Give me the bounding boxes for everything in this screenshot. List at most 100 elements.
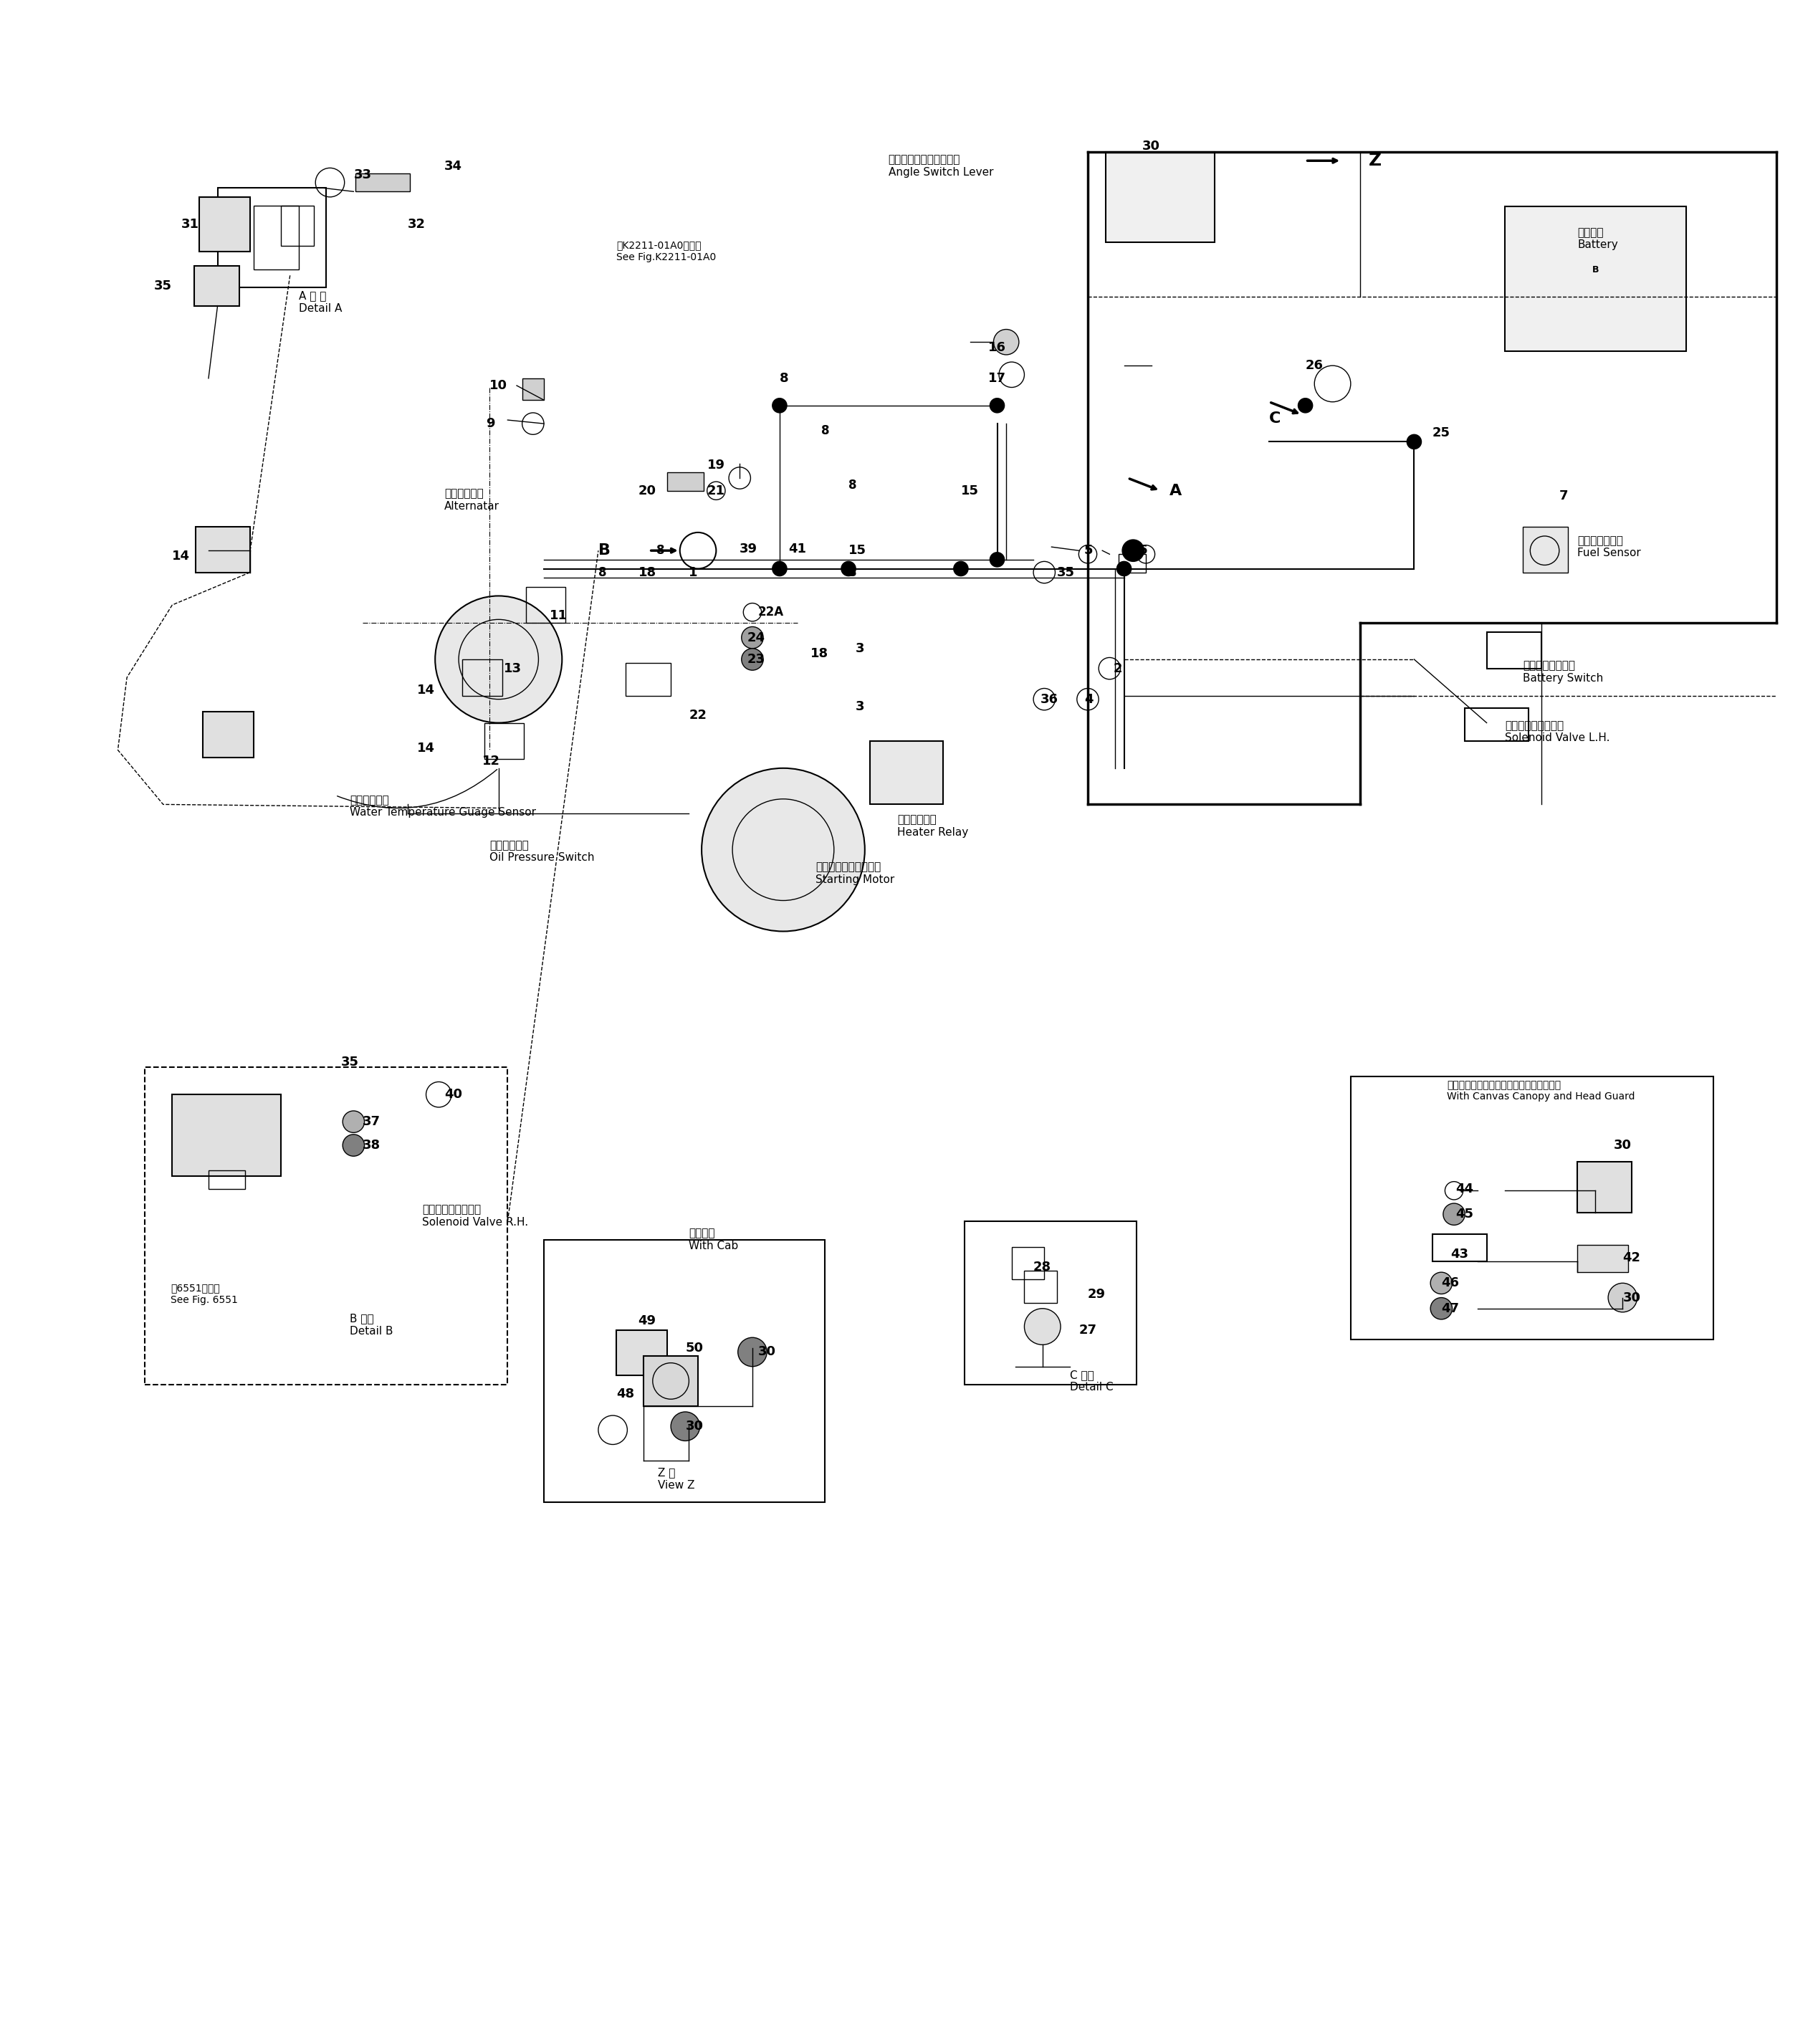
Text: 13: 13 xyxy=(504,662,522,675)
Text: 11: 11 xyxy=(549,609,567,621)
Bar xyxy=(625,662,671,695)
Text: 41: 41 xyxy=(789,542,807,556)
Bar xyxy=(522,378,544,401)
Text: キャンバスキャノビおよびヘッドガード付
With Canvas Canopy and Head Guard: キャンバスキャノビおよびヘッドガード付 With Canvas Canopy a… xyxy=(1447,1079,1635,1102)
Text: 31: 31 xyxy=(181,219,199,231)
Text: 43: 43 xyxy=(1450,1247,1469,1261)
Bar xyxy=(526,587,566,623)
Circle shape xyxy=(1430,1271,1452,1294)
Text: 35: 35 xyxy=(1057,566,1075,578)
Text: 36: 36 xyxy=(1041,693,1059,705)
Text: 4: 4 xyxy=(1084,693,1093,705)
Text: A 詳 細
Detail A: A 詳 細 Detail A xyxy=(299,290,343,315)
Bar xyxy=(1119,554,1146,572)
Bar xyxy=(172,1094,281,1175)
Bar xyxy=(1505,206,1686,352)
Text: 8: 8 xyxy=(780,372,789,384)
Text: バッテリ
Battery: バッテリ Battery xyxy=(1577,227,1617,249)
Bar xyxy=(1432,1235,1487,1261)
Bar xyxy=(145,1067,508,1384)
Text: 第K2211-01A0図参照
See Fig.K2211-01A0: 第K2211-01A0図参照 See Fig.K2211-01A0 xyxy=(616,241,716,262)
Bar xyxy=(1577,1245,1628,1271)
Text: 30: 30 xyxy=(1614,1139,1632,1151)
Text: 19: 19 xyxy=(707,460,725,472)
Text: C 詳細
Detail C: C 詳細 Detail C xyxy=(1070,1369,1113,1392)
Text: 12: 12 xyxy=(482,754,500,766)
Text: 33: 33 xyxy=(354,170,372,182)
Bar xyxy=(1351,1077,1713,1339)
Bar xyxy=(194,266,239,307)
Circle shape xyxy=(702,769,865,932)
Text: C: C xyxy=(1269,411,1280,425)
Circle shape xyxy=(742,648,763,670)
Text: 8: 8 xyxy=(848,478,858,493)
Text: 17: 17 xyxy=(988,372,1006,384)
Text: 6: 6 xyxy=(1139,544,1148,558)
Text: 35: 35 xyxy=(154,280,172,292)
Circle shape xyxy=(343,1134,364,1157)
Text: ソレノイドバルブ左
Solenoid Valve L.H.: ソレノイドバルブ左 Solenoid Valve L.H. xyxy=(1505,719,1610,744)
Bar xyxy=(1012,1247,1044,1280)
Text: 34: 34 xyxy=(444,159,462,172)
Text: 46: 46 xyxy=(1441,1278,1459,1290)
Text: 3: 3 xyxy=(856,642,865,654)
Text: 5: 5 xyxy=(1084,544,1093,558)
Text: 8: 8 xyxy=(848,566,858,578)
Text: バッテリスイッチ
Battery Switch: バッテリスイッチ Battery Switch xyxy=(1523,660,1603,683)
Circle shape xyxy=(343,1110,364,1132)
Circle shape xyxy=(742,628,763,648)
Bar xyxy=(355,174,410,192)
Text: B: B xyxy=(1592,266,1599,274)
Bar xyxy=(544,1239,825,1502)
Bar xyxy=(484,724,524,758)
Text: 40: 40 xyxy=(444,1087,462,1102)
Bar xyxy=(218,188,326,288)
Bar xyxy=(199,196,250,251)
Circle shape xyxy=(990,552,1004,566)
Text: 50: 50 xyxy=(685,1343,703,1355)
Text: 49: 49 xyxy=(638,1314,656,1329)
Circle shape xyxy=(1443,1204,1465,1224)
Text: 25: 25 xyxy=(1432,427,1450,439)
Circle shape xyxy=(990,399,1004,413)
Text: スターティングモータ
Starting Motor: スターティングモータ Starting Motor xyxy=(816,863,896,885)
Circle shape xyxy=(1298,399,1313,413)
Text: 18: 18 xyxy=(638,566,656,578)
Text: キャブ付
With Cab: キャブ付 With Cab xyxy=(689,1228,738,1251)
Circle shape xyxy=(1024,1308,1061,1345)
Circle shape xyxy=(954,562,968,576)
Text: 28: 28 xyxy=(1033,1261,1052,1273)
Text: 45: 45 xyxy=(1456,1208,1474,1220)
Circle shape xyxy=(435,597,562,724)
Text: 水温計センサ
Water Temperature Guage Sensor: 水温計センサ Water Temperature Guage Sensor xyxy=(350,795,537,818)
Text: 27: 27 xyxy=(1079,1325,1097,1337)
Bar xyxy=(1024,1271,1057,1304)
Text: B: B xyxy=(598,544,611,558)
Circle shape xyxy=(841,562,856,576)
Text: 20: 20 xyxy=(638,484,656,497)
Text: 22A: 22A xyxy=(758,605,783,619)
Text: 18: 18 xyxy=(810,648,829,660)
Text: 14: 14 xyxy=(417,742,435,754)
Text: 23: 23 xyxy=(747,652,765,666)
Text: 44: 44 xyxy=(1456,1181,1474,1196)
Text: 15: 15 xyxy=(961,484,979,497)
Text: Z 視
View Z: Z 視 View Z xyxy=(658,1468,694,1490)
Text: 16: 16 xyxy=(988,341,1006,354)
Bar xyxy=(462,660,502,695)
Bar xyxy=(208,1171,245,1190)
Circle shape xyxy=(1430,1298,1452,1318)
Text: 8: 8 xyxy=(656,544,665,558)
Text: 32: 32 xyxy=(408,219,426,231)
Text: 42: 42 xyxy=(1623,1251,1641,1263)
Text: 1: 1 xyxy=(689,566,698,578)
Text: 29: 29 xyxy=(1088,1288,1106,1300)
Bar xyxy=(1465,709,1528,742)
Text: 24: 24 xyxy=(747,632,765,644)
Text: 9: 9 xyxy=(486,417,495,429)
Text: 21: 21 xyxy=(707,484,725,497)
Circle shape xyxy=(1122,540,1144,562)
Text: 35: 35 xyxy=(341,1055,359,1069)
Circle shape xyxy=(994,329,1019,356)
Text: 2: 2 xyxy=(1113,662,1122,675)
